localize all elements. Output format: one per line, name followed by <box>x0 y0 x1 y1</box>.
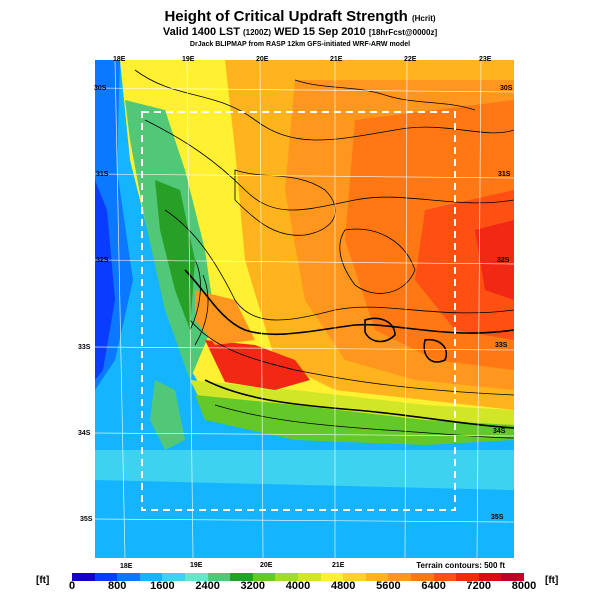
colorbar-unit-left: [ft] <box>36 575 50 586</box>
lon-label-bottom-21e: 21E <box>332 562 345 569</box>
chart-credit: DrJack BLIPMAP from RASP 12km GFS-initia… <box>189 41 411 48</box>
terrain-contour-note: Terrain contours: 500 ft <box>416 561 505 570</box>
colorbar-swatch <box>184 573 208 581</box>
lat-label-left-33s: 33S <box>78 344 91 351</box>
colorbar-swatch <box>230 573 253 581</box>
colorbar-swatch <box>501 573 524 581</box>
lon-label-top-23e: 23E <box>479 56 492 63</box>
colorbar-swatch <box>433 573 457 581</box>
lat-label-right-33s: 33S <box>495 342 508 349</box>
lat-label-right-32s: 32S <box>497 257 510 264</box>
lat-label-left-35s: 35S <box>80 516 93 523</box>
ocean-south-blue <box>95 480 514 558</box>
lat-label-right-31s: 31S <box>498 171 511 178</box>
lat-label-right-34s: 34S <box>493 428 506 435</box>
colorbar-swatch <box>343 573 366 581</box>
colorbar-label: 0 <box>68 580 76 592</box>
lon-label-top-21e: 21E <box>330 56 343 63</box>
deepest-ocean-west <box>95 180 115 380</box>
colorbar-swatch <box>162 573 185 581</box>
colorbar-swatch <box>207 573 231 581</box>
lon-label-top-19e: 19E <box>182 56 195 63</box>
colorbar-swatch <box>320 573 344 581</box>
colorbar-swatch <box>410 573 434 581</box>
lat-label-right-30s: 30S <box>500 85 513 92</box>
colorbar-label: 2400 <box>195 580 220 592</box>
lon-label-top-18e: 18E <box>113 56 126 63</box>
lat-label-right-35s: 35S <box>491 514 504 521</box>
colorbar-swatch <box>388 573 411 581</box>
lat-label-left-30s: 30S <box>94 85 107 92</box>
lon-label-top-22e: 22E <box>404 56 417 63</box>
subtitle-forecast: [18hrFcst@0000z] <box>368 28 438 37</box>
chart-subtitle: Valid 1400 LST (1200Z) WED 15 Sep 2010 [… <box>0 26 600 38</box>
colorbar-label: 4800 <box>330 580 356 592</box>
chart-title-text: Height of Critical Updraft Strength <box>164 8 408 25</box>
colorbar-label: 800 <box>108 580 127 592</box>
lon-label-bottom-19e: 19E <box>190 562 203 569</box>
lat-label-left-32s: 32S <box>96 257 109 264</box>
map-plot <box>95 60 514 558</box>
colorbar-swatch <box>365 573 389 581</box>
lat-label-left-31s: 31S <box>96 171 109 178</box>
lon-label-bottom-18e: 18E <box>120 563 133 570</box>
colorbar-label: 8000 <box>511 580 537 592</box>
land-darkgreen <box>155 180 195 330</box>
colorbar-swatch <box>297 573 321 581</box>
colorbar-swatch <box>456 573 479 581</box>
colorbar-label: 6400 <box>421 580 446 592</box>
colorbar-swatch <box>117 573 140 581</box>
colorbar-label: 7200 <box>466 580 492 592</box>
subtitle-date: WED 15 Sep 2010 <box>274 26 366 38</box>
colorbar-swatch <box>478 573 502 581</box>
colorbar-swatch <box>139 573 163 581</box>
subtitle-valid: Valid 1400 LST <box>162 26 240 38</box>
colorbar-swatch <box>72 573 95 581</box>
colorbar-label: 3200 <box>240 580 266 592</box>
land-darkred <box>475 220 514 300</box>
colorbar-label: 4000 <box>285 580 311 592</box>
cape-peninsula <box>150 380 185 450</box>
colorbar-swatch <box>94 573 118 581</box>
subtitle-time: (1200Z) <box>242 28 271 37</box>
colorbar-label: 1600 <box>150 580 175 592</box>
lon-label-bottom-20e: 20E <box>260 562 273 569</box>
colorbar-swatch <box>252 573 276 581</box>
chart-title-suffix: (Hcrit) <box>411 14 436 23</box>
lat-lon-grid <box>95 60 514 558</box>
colorbar-swatch <box>275 573 298 581</box>
red-patch-sw <box>205 340 310 390</box>
lon-label-top-20e: 20E <box>256 56 269 63</box>
chart-title: Height of Critical Updraft Strength (Hcr… <box>0 8 600 25</box>
inner-domain-box <box>141 111 456 511</box>
terrain-contours <box>134 69 514 439</box>
colorbar-unit-right: [ft] <box>545 575 559 586</box>
coastal-belt-green <box>195 395 514 445</box>
colorbar-label: 5600 <box>376 580 401 592</box>
colorbar <box>72 573 524 581</box>
lat-label-left-34s: 34S <box>78 430 91 437</box>
